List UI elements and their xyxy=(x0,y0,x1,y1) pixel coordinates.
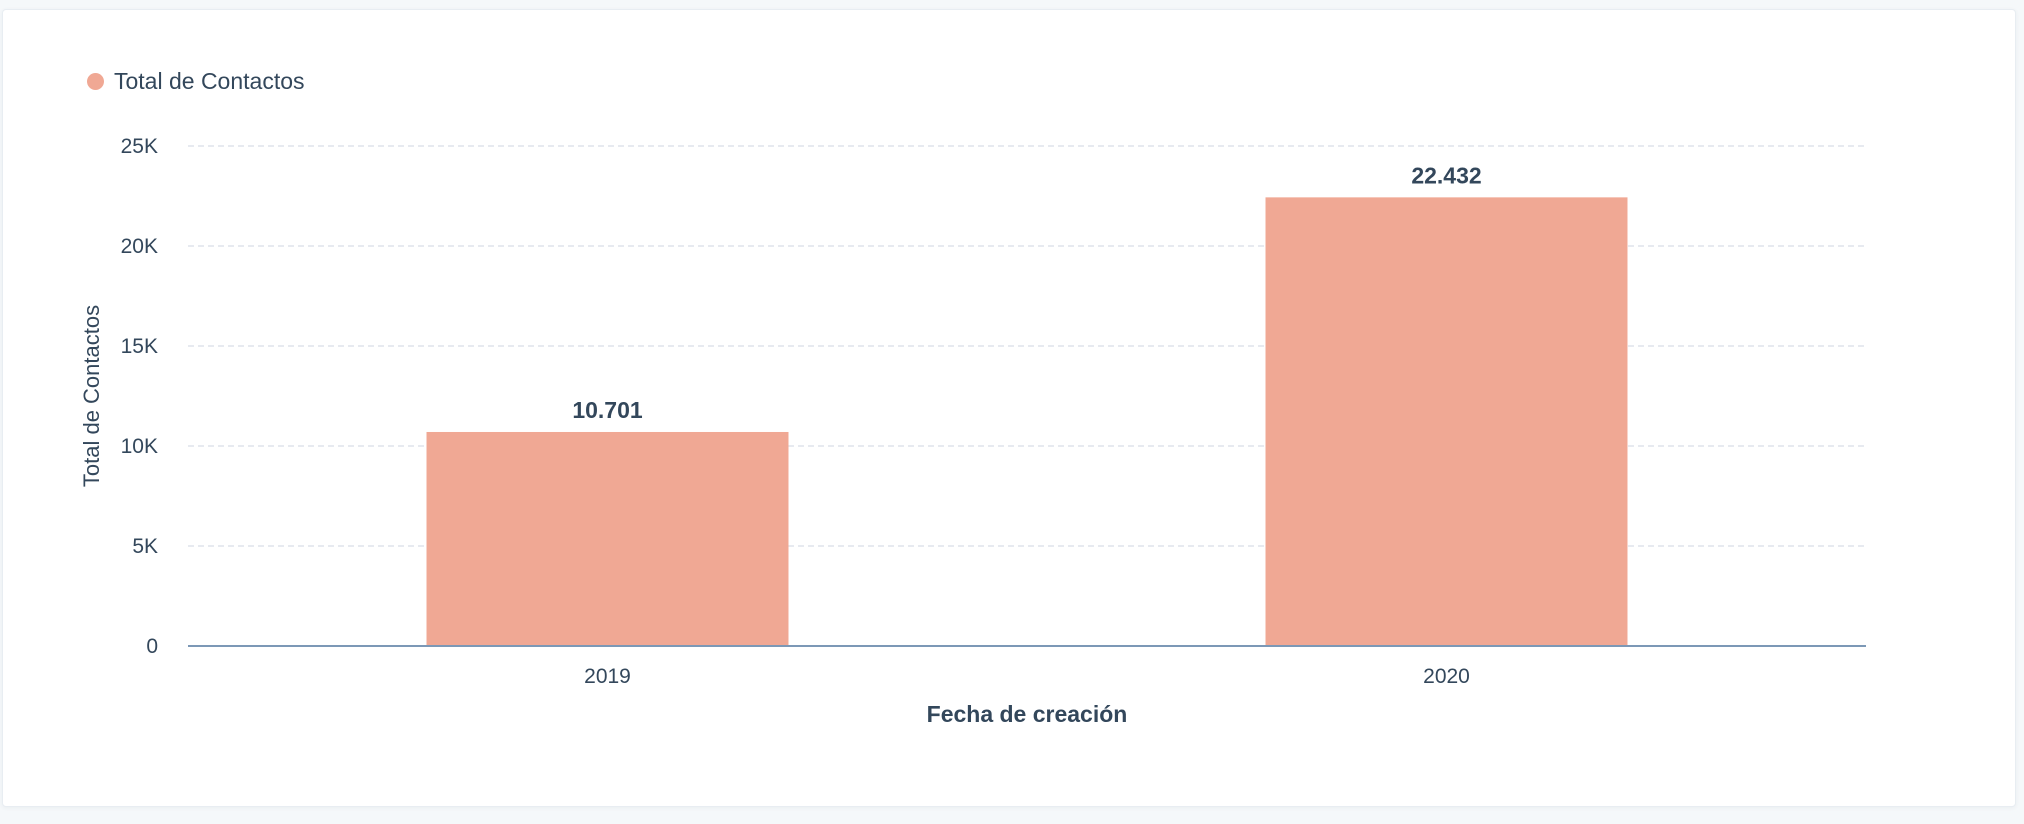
data-label-2019: 10.701 xyxy=(572,397,643,423)
x-tick-label: 2019 xyxy=(584,665,631,688)
y-tick-label: 0 xyxy=(146,635,158,658)
data-labels: 10.701 22.432 xyxy=(572,162,1481,423)
bars xyxy=(426,197,1628,647)
bar-2020[interactable] xyxy=(1265,197,1628,647)
x-tick-labels: 2019 2020 xyxy=(584,665,1470,688)
x-tick-label: 2020 xyxy=(1423,665,1470,688)
y-tick-label: 15K xyxy=(121,335,158,358)
y-axis-title: Total de Contactos xyxy=(79,305,104,487)
chart-card: Total de Contactos xyxy=(2,9,2016,807)
y-tick-labels: 0 5K 10K 15K 20K 25K xyxy=(121,135,158,658)
y-tick-label: 5K xyxy=(132,535,158,558)
legend[interactable]: Total de Contactos xyxy=(87,68,305,95)
x-axis-title: Fecha de creación xyxy=(927,701,1128,727)
y-tick-label: 10K xyxy=(121,435,158,458)
legend-dot-icon xyxy=(87,73,104,90)
y-tick-label: 20K xyxy=(121,235,158,258)
data-label-2020: 22.432 xyxy=(1411,162,1481,188)
y-tick-label: 25K xyxy=(121,135,158,158)
legend-label: Total de Contactos xyxy=(114,68,305,94)
bar-2019[interactable] xyxy=(426,431,789,646)
